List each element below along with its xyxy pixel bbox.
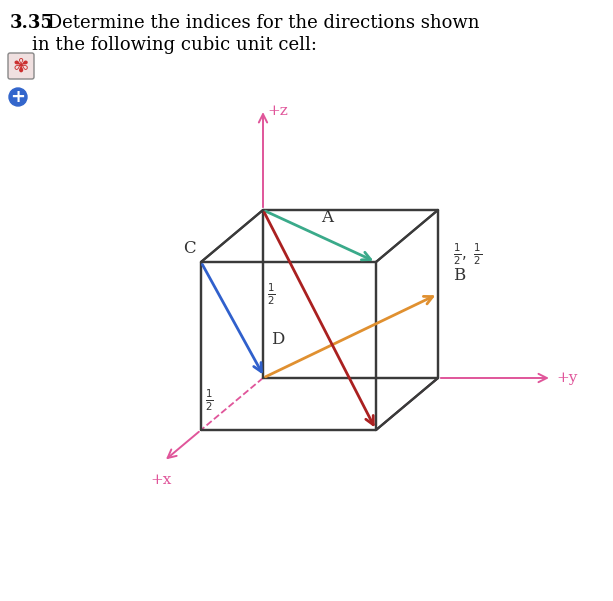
Circle shape [9, 88, 27, 106]
Text: Determine the indices for the directions shown: Determine the indices for the directions… [42, 14, 479, 32]
Text: +z: +z [267, 104, 287, 118]
Text: A: A [321, 209, 333, 226]
Text: +: + [10, 88, 26, 106]
Text: D: D [272, 331, 285, 349]
Text: +y: +y [557, 371, 578, 385]
FancyBboxPatch shape [8, 53, 34, 79]
Text: $\frac{1}{2},\ \frac{1}{2}$: $\frac{1}{2},\ \frac{1}{2}$ [453, 242, 482, 267]
Text: +x: +x [150, 473, 172, 487]
Text: C: C [183, 240, 196, 257]
Text: in the following cubic unit cell:: in the following cubic unit cell: [32, 36, 317, 54]
Text: ✾: ✾ [13, 56, 29, 76]
Text: 3.35: 3.35 [10, 14, 54, 32]
Text: $\frac{1}{2}$: $\frac{1}{2}$ [205, 387, 214, 413]
Text: B: B [453, 267, 465, 284]
Text: $\frac{1}{2}$: $\frac{1}{2}$ [267, 281, 275, 307]
